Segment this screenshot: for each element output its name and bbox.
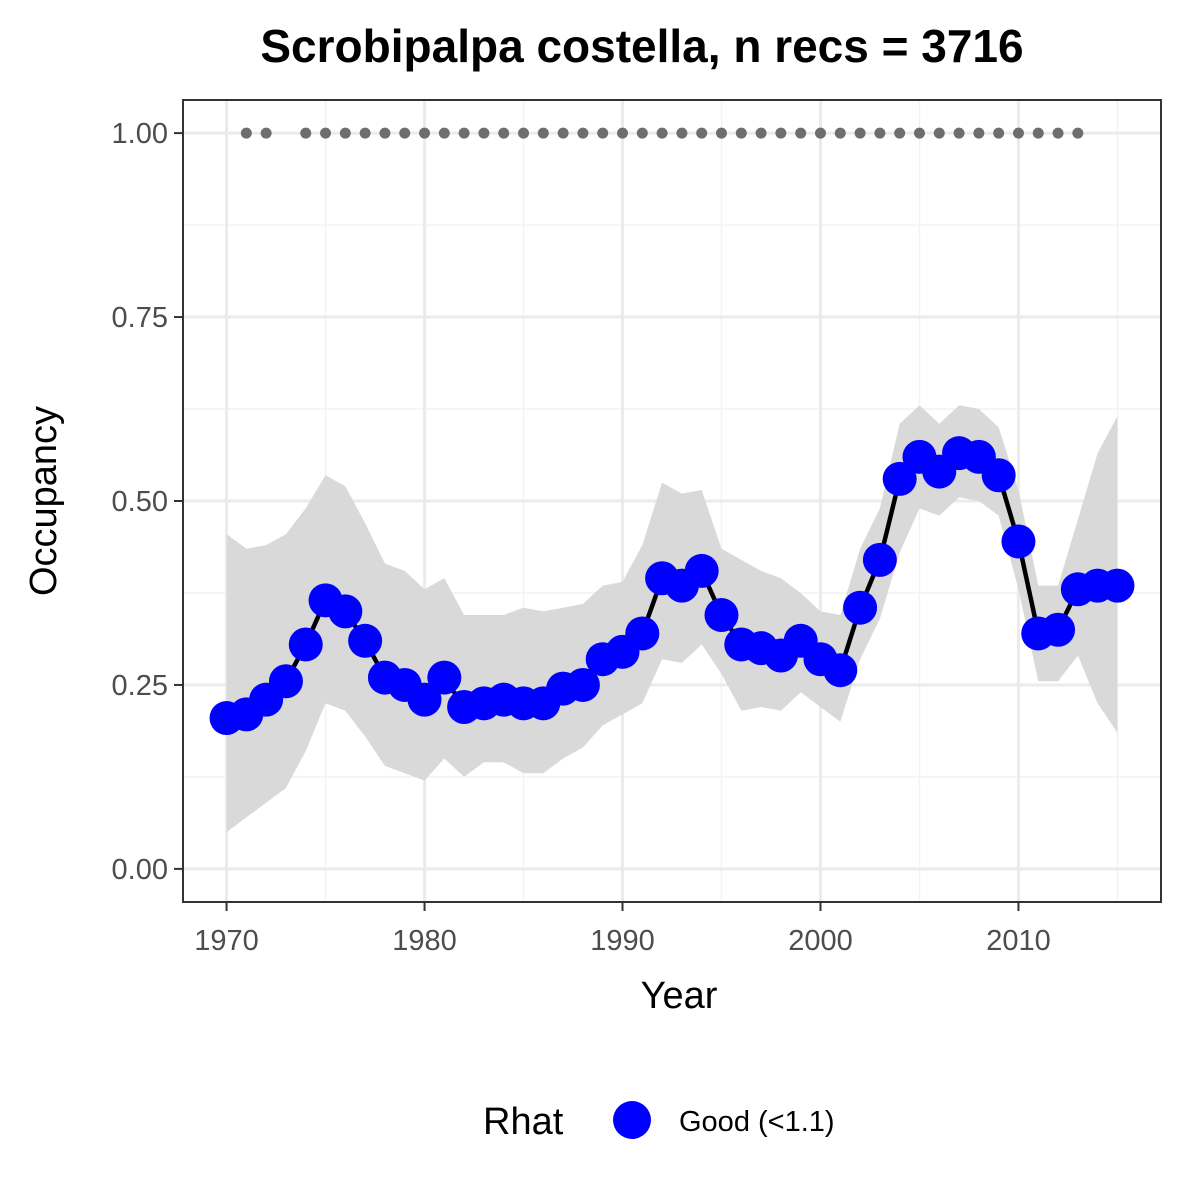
record-dot [1032,127,1044,139]
record-dot [419,127,431,139]
legend: Rhat Good (<1.1) [483,1101,835,1143]
occupancy-point [882,461,917,496]
x-tick-label: 1990 [590,925,655,957]
record-dot [933,127,945,139]
record-dot [498,127,510,139]
occupancy-point [823,653,858,688]
occupancy-point [348,623,383,658]
record-dot [735,127,747,139]
legend-title: Rhat [483,1101,564,1143]
y-tick-label: 0.00 [112,854,168,886]
record-dot [913,127,925,139]
y-tick-label: 0.50 [112,486,168,518]
record-dot [795,127,807,139]
record-dot [1052,127,1064,139]
record-dot [874,127,886,139]
occupancy-point [565,667,600,702]
occupancy-point [1001,524,1036,559]
record-dot [1072,127,1084,139]
record-dot [953,127,965,139]
y-axis-ticks: 0.00 0.25 0.50 0.75 1.00 [112,118,183,886]
record-dot [399,127,411,139]
x-tick-label: 1970 [194,925,259,957]
record-dot [755,127,767,139]
record-dot [379,127,391,139]
y-tick-label: 0.75 [112,302,168,334]
record-dot [260,127,272,139]
occupancy-point [288,627,323,662]
record-dot [617,127,629,139]
occupancy-point [427,660,462,695]
record-dot [775,127,787,139]
record-dot [636,127,648,139]
chart-title: Scrobipalpa costella, n recs = 3716 [260,20,1023,72]
record-dot [597,127,609,139]
record-dot [458,127,470,139]
y-axis-title: Occupancy [23,406,65,596]
record-dot [834,127,846,139]
record-dot [478,127,490,139]
record-dots-layer [240,127,1084,139]
record-dot [577,127,589,139]
x-tick-label: 2010 [986,925,1051,957]
x-axis-title: Year [641,975,718,1017]
occupancy-point [407,682,442,717]
occupancy-point [328,594,363,629]
occupancy-point [843,590,878,625]
record-dot [656,127,668,139]
y-tick-label: 1.00 [112,118,168,150]
record-dot [696,127,708,139]
legend-label-good: Good (<1.1) [679,1106,835,1138]
occupancy-point [1041,612,1076,647]
occupancy-point [862,542,897,577]
y-tick-label: 0.25 [112,670,168,702]
occupancy-point [268,664,303,699]
occupancy-point [981,458,1016,493]
record-dot [359,127,371,139]
record-dot [814,127,826,139]
occupancy-point [625,616,660,651]
grid-major [183,100,1161,902]
x-tick-label: 2000 [788,925,853,957]
x-tick-label: 1980 [392,925,457,957]
record-dot [518,127,530,139]
record-dot [537,127,549,139]
record-dot [715,127,727,139]
occupancy-points-layer [209,436,1135,736]
record-dot [894,127,906,139]
record-dot [240,127,252,139]
record-dot [676,127,688,139]
record-dot [1012,127,1024,139]
occupancy-point [704,598,739,633]
record-dot [300,127,312,139]
record-dot [973,127,985,139]
record-dot [320,127,332,139]
record-dot [557,127,569,139]
x-axis-ticks: 1970 1980 1990 2000 2010 [194,902,1051,957]
record-dot [993,127,1005,139]
record-dot [854,127,866,139]
occupancy-point [1100,568,1135,603]
legend-key-good [613,1101,651,1139]
record-dot [339,127,351,139]
confidence-ribbon [226,405,1118,833]
record-dot [438,127,450,139]
confidence-ribbon-layer [226,405,1118,833]
occupancy-point [684,553,719,588]
